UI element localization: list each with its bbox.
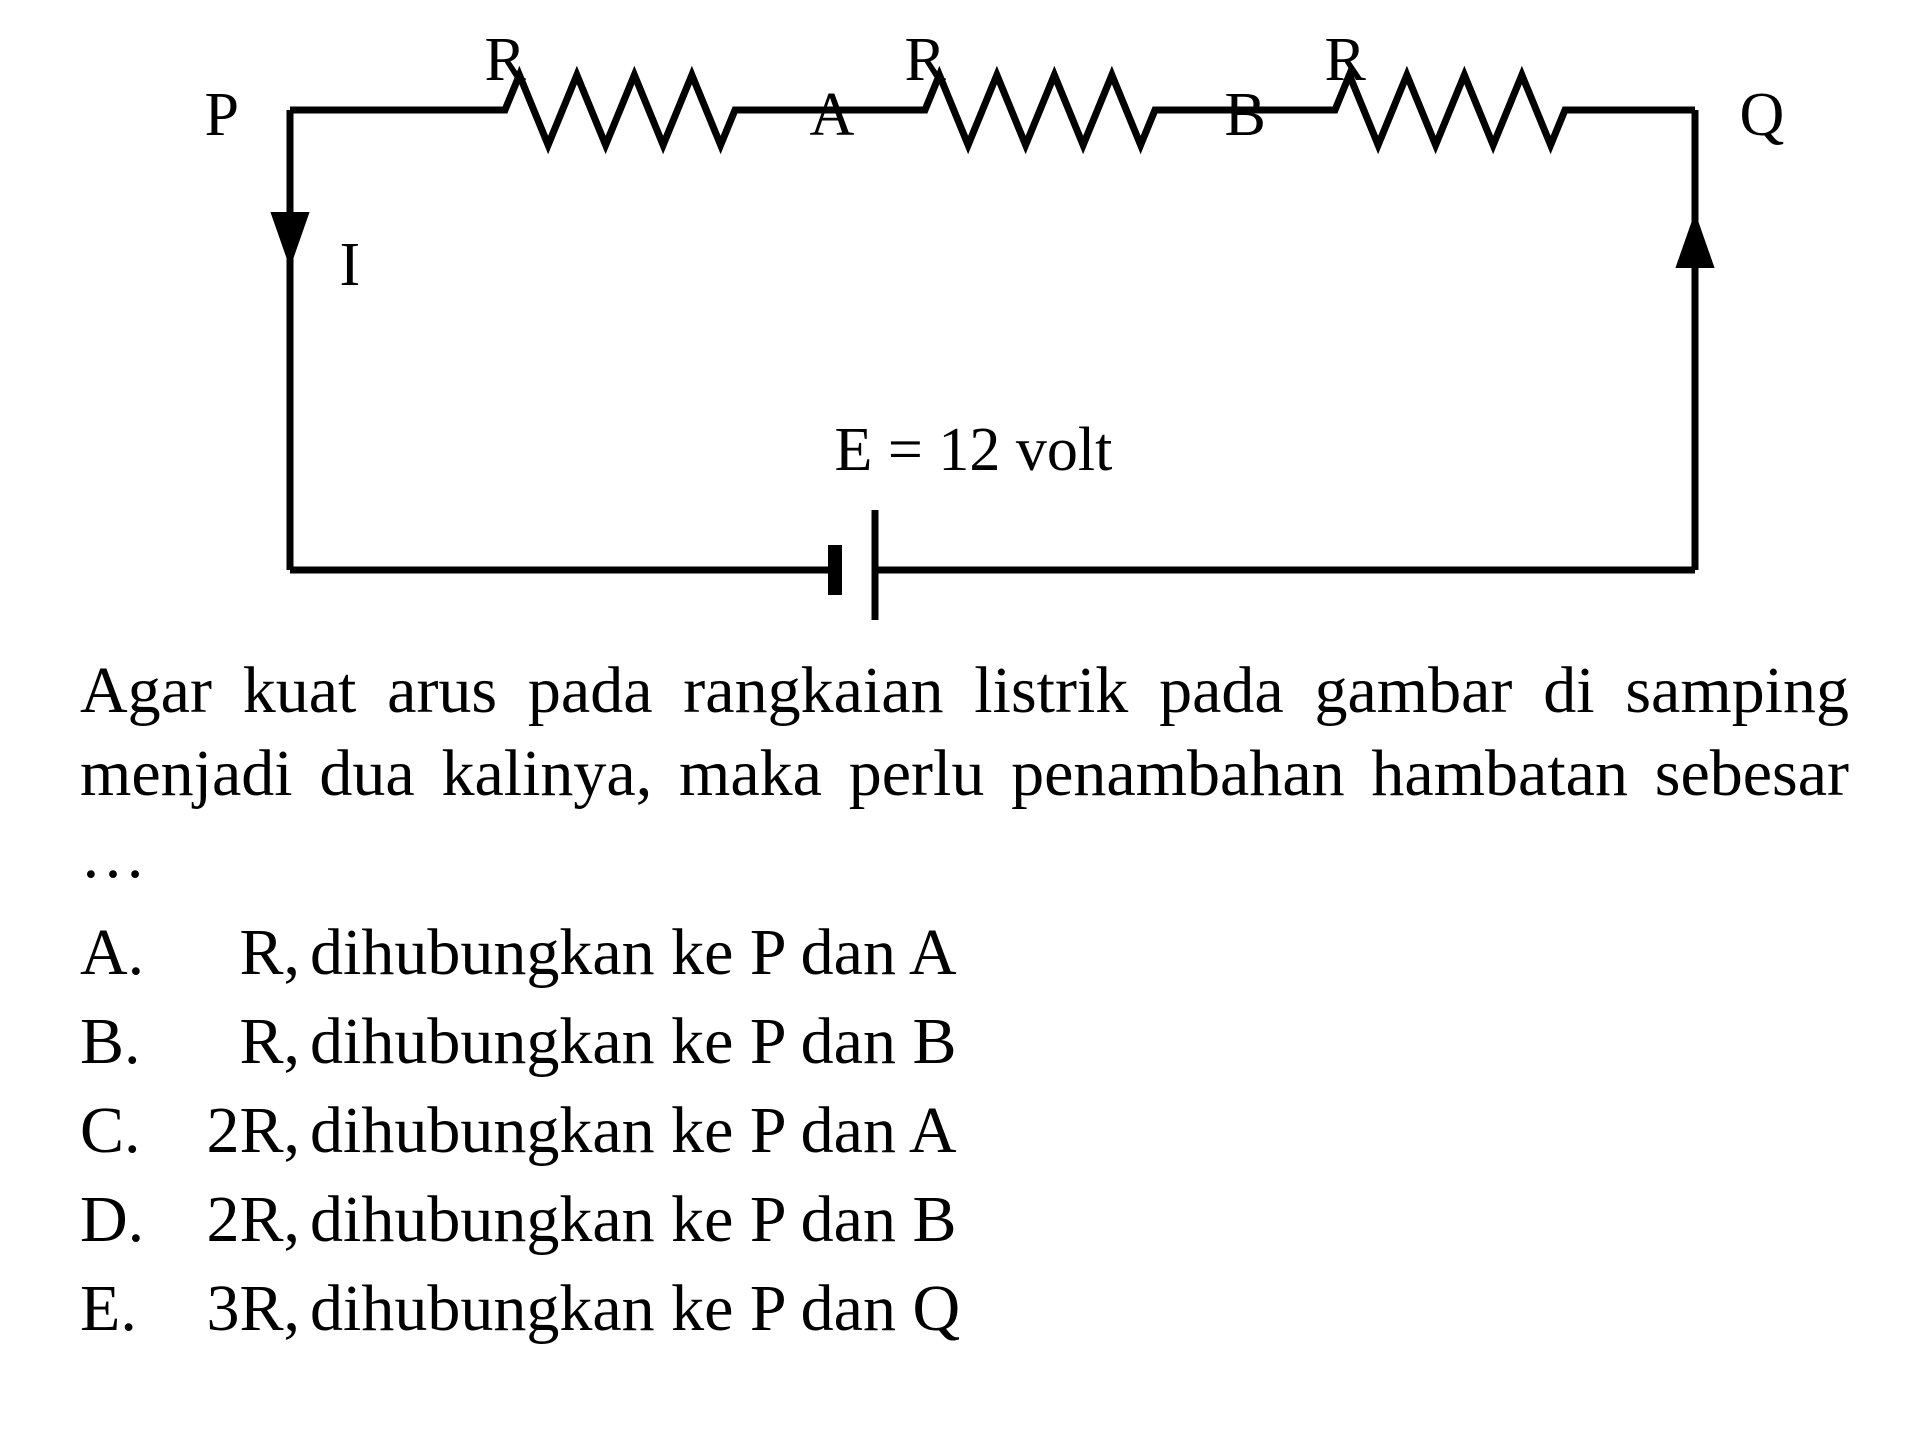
label-A: A	[810, 80, 855, 151]
option-letter: E.	[80, 1264, 180, 1353]
option-text: dihubungkan ke P dan A	[310, 908, 1869, 997]
option-value: 2R,	[180, 1086, 310, 1175]
option-text: dihubungkan ke P dan B	[310, 997, 1869, 1086]
option-value: R,	[180, 997, 310, 1086]
label-R2: R	[905, 25, 946, 96]
option-text: dihubungkan ke P dan Q	[310, 1264, 1869, 1353]
option-text: dihubungkan ke P dan B	[310, 1175, 1869, 1264]
option-letter: B.	[80, 997, 180, 1086]
label-Q: Q	[1740, 80, 1785, 151]
option-value: 2R,	[180, 1175, 310, 1264]
option-value: R,	[180, 908, 310, 997]
option-row: B.R,dihubungkan ke P dan B	[80, 997, 1869, 1086]
option-row: E.3R,dihubungkan ke P dan Q	[80, 1264, 1869, 1353]
option-row: C.2R,dihubungkan ke P dan A	[80, 1086, 1869, 1175]
options-list: A.R,dihubungkan ke P dan AB.R,dihubungka…	[80, 908, 1869, 1353]
option-letter: A.	[80, 908, 180, 997]
option-value: 3R,	[180, 1264, 310, 1353]
label-I: I	[340, 230, 361, 301]
circuit-diagram: P Q A B I R R R E = 12 volt	[115, 40, 1815, 620]
label-P: P	[205, 80, 239, 151]
option-letter: D.	[80, 1175, 180, 1264]
option-row: A.R,dihubungkan ke P dan A	[80, 908, 1869, 997]
label-E: E = 12 volt	[835, 415, 1113, 486]
option-row: D.2R,dihubungkan ke P dan B	[80, 1175, 1869, 1264]
circuit-svg	[115, 40, 1815, 620]
option-text: dihubungkan ke P dan A	[310, 1086, 1869, 1175]
option-letter: C.	[80, 1086, 180, 1175]
label-R3: R	[1325, 25, 1366, 96]
label-R1: R	[485, 25, 526, 96]
label-B: B	[1225, 80, 1266, 151]
question-text: Agar kuat arus pada rangkaian listrik pa…	[80, 650, 1849, 898]
